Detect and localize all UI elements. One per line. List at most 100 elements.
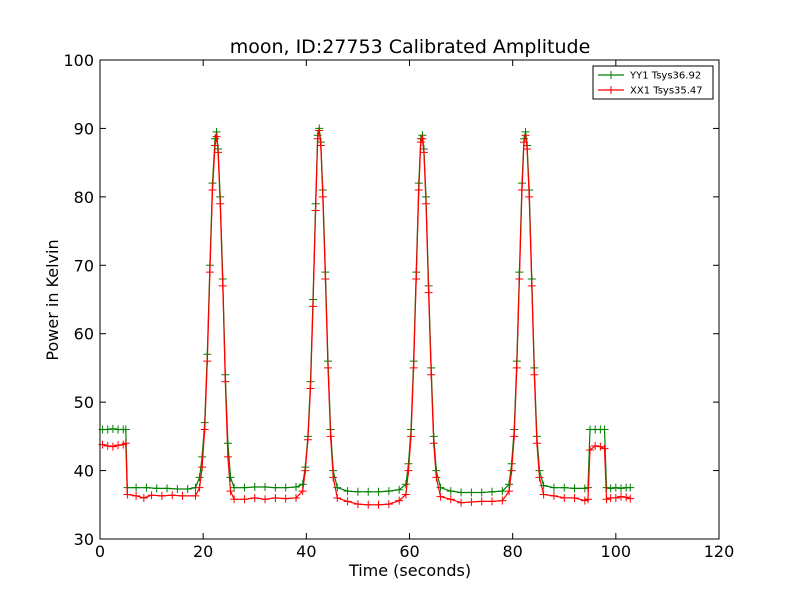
data-point (323, 363, 332, 372)
data-point (626, 494, 635, 503)
data-point (318, 192, 327, 201)
data-point (560, 493, 569, 502)
y-tick-label: 40 (74, 462, 94, 481)
data-point (121, 425, 130, 434)
data-point (240, 495, 249, 504)
data-point (333, 483, 342, 492)
y-tick-label: 70 (74, 256, 94, 275)
data-point (384, 487, 393, 496)
data-point (535, 473, 544, 482)
data-point (152, 484, 161, 493)
data-point (412, 274, 421, 283)
data-point (611, 483, 620, 492)
data-point (602, 495, 611, 504)
data-point (611, 493, 620, 502)
data-point (230, 495, 239, 504)
data-point (114, 441, 123, 450)
data-point (436, 492, 445, 501)
data-point (523, 144, 532, 153)
data-point (329, 473, 338, 482)
y-tick-label: 90 (74, 119, 94, 138)
data-point (298, 487, 307, 496)
data-point (384, 500, 393, 509)
data-point (223, 452, 232, 461)
data-point (212, 132, 221, 141)
data-point (343, 487, 352, 496)
data-point (418, 134, 427, 143)
data-point (549, 483, 558, 492)
data-point (168, 491, 177, 500)
data-point (261, 495, 270, 504)
legend-box (592, 65, 714, 100)
data-point (261, 482, 270, 491)
data-point (108, 442, 117, 451)
data-point (216, 199, 225, 208)
data-point (195, 473, 204, 482)
data-point (457, 488, 466, 497)
data-point (570, 493, 579, 502)
data-point (626, 483, 635, 492)
x-axis-label: Time (seconds) (348, 561, 471, 580)
data-point (427, 370, 436, 379)
data-point (301, 466, 310, 475)
data-point (208, 186, 217, 195)
data-point (532, 439, 541, 448)
data-point (539, 490, 548, 499)
data-point (505, 487, 514, 496)
data-point (178, 491, 187, 500)
data-point (591, 441, 600, 450)
data-point (139, 493, 148, 502)
data-point (422, 199, 431, 208)
legend-label: XX1 Tsys35.47 (630, 86, 703, 97)
data-point (240, 483, 249, 492)
data-point (364, 487, 373, 496)
x-tick-label: 60 (399, 542, 419, 561)
data-point (498, 496, 507, 505)
data-point (414, 186, 423, 195)
data-point (315, 126, 324, 135)
data-point (142, 483, 151, 492)
data-point (446, 495, 455, 504)
data-point (374, 487, 383, 496)
y-axis-label: Power in Kelvin (43, 239, 62, 360)
legend: YY1 Tsys36.92 XX1 Tsys35.47 (592, 65, 714, 100)
data-point (163, 484, 172, 493)
data-point (218, 281, 227, 290)
data-point (281, 494, 290, 503)
data-point (374, 500, 383, 509)
data-point (401, 490, 410, 499)
data-point (313, 134, 322, 143)
data-point (303, 435, 312, 444)
data-point (436, 483, 445, 492)
data-point (306, 384, 315, 393)
data-point (395, 496, 404, 505)
data-point (230, 483, 239, 492)
data-point (343, 497, 352, 506)
data-point (191, 491, 200, 500)
data-point (407, 432, 416, 441)
data-point (530, 370, 539, 379)
data-point (147, 491, 156, 500)
data-point (457, 498, 466, 507)
data-point (195, 483, 204, 492)
data-point (586, 446, 595, 455)
data-point (488, 497, 497, 506)
data-point (616, 484, 625, 493)
data-point (200, 425, 209, 434)
y-tick-label: 30 (74, 530, 94, 549)
x-tick-label: 0 (95, 542, 105, 561)
data-point (353, 500, 362, 509)
data-point (271, 493, 280, 502)
data-point (404, 466, 413, 475)
legend-marker (607, 86, 615, 94)
data-point (211, 134, 220, 143)
data-point (409, 363, 418, 372)
data-point (292, 493, 301, 502)
data-point (432, 473, 441, 482)
data-point (364, 500, 373, 509)
data-point (616, 492, 625, 501)
data-point (488, 487, 497, 496)
data-point (157, 491, 166, 500)
